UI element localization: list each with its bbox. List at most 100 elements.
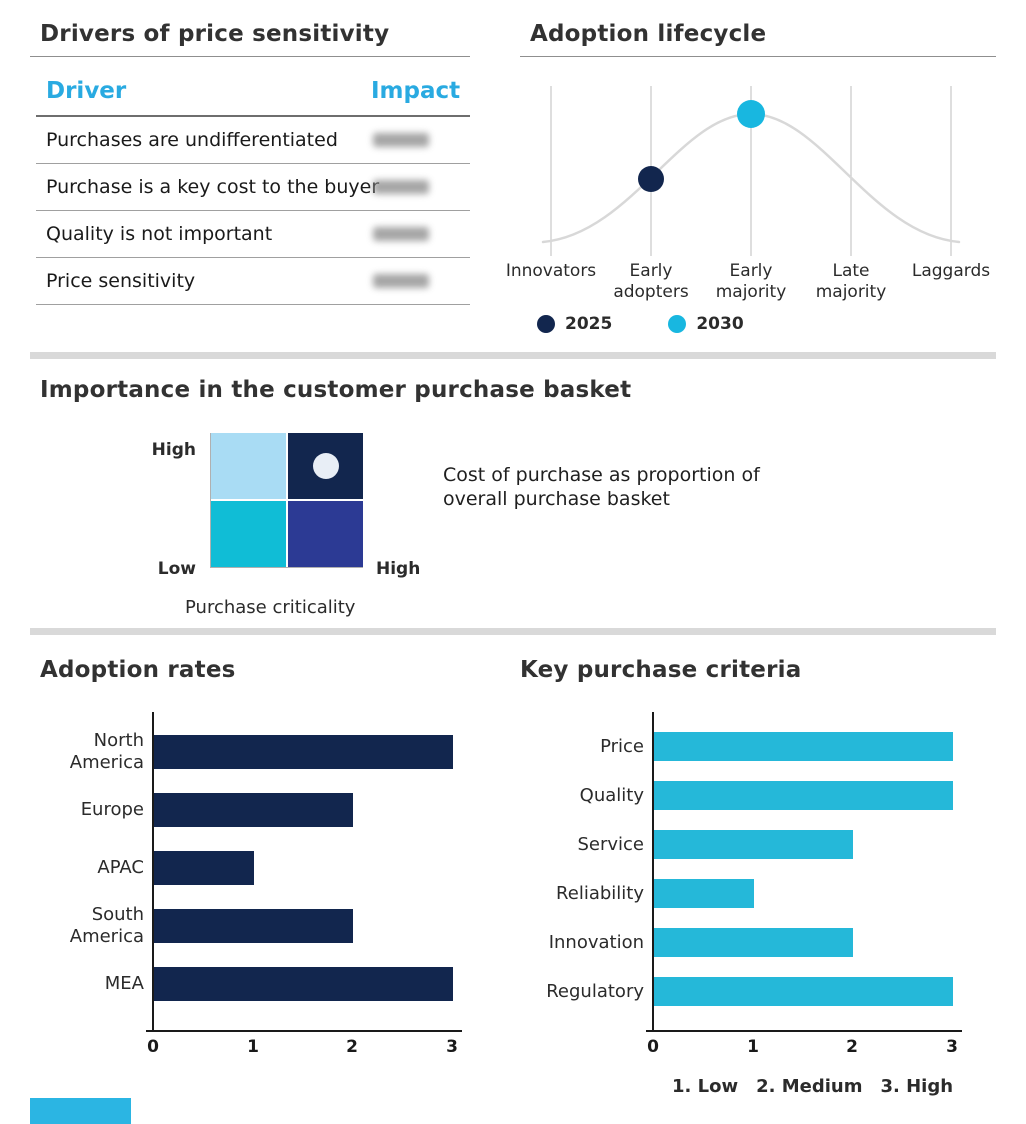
x-axis-line — [646, 1030, 962, 1032]
point-2025 — [638, 166, 664, 192]
bar-track — [654, 732, 953, 761]
column-header-impact: Impact — [371, 78, 461, 104]
bar-track — [154, 735, 453, 769]
bar-label: Europe — [80, 799, 144, 820]
lifecycle-axis-label: Late majority — [815, 261, 887, 302]
lifecycle-chart — [541, 86, 961, 256]
x-tick: 0 — [147, 1037, 159, 1057]
bar-row: North America — [42, 723, 472, 781]
redacted-impact-value — [373, 227, 429, 241]
bar-track — [654, 977, 953, 1006]
matrix-cell-bottom-left — [211, 501, 286, 567]
lifecycle-axis-label: Early adopters — [613, 261, 689, 302]
footnote-item: 2. Medium — [756, 1076, 863, 1097]
x-tick: 2 — [846, 1037, 858, 1057]
adoption-rates-title: Adoption rates — [40, 657, 236, 683]
redacted-impact-value — [373, 133, 429, 147]
table-row: Purchase is a key cost to the buyer — [36, 164, 470, 211]
bar-label: Quality — [579, 784, 644, 806]
bar-track — [154, 909, 453, 943]
bar — [654, 732, 953, 761]
x-axis-title: Purchase criticality — [185, 597, 356, 618]
bar-label: Service — [577, 833, 644, 855]
bar-row: Regulatory — [520, 967, 990, 1016]
bar — [654, 928, 854, 957]
bar-row: Reliability — [520, 869, 990, 918]
bar-rows: Price Quality Service Reliability — [520, 712, 990, 1016]
bar-track — [154, 793, 453, 827]
table-row: Purchases are undifferentiated — [36, 117, 470, 164]
matrix-cell-bottom-right — [288, 501, 363, 567]
bar — [154, 967, 453, 1001]
bar-track — [154, 851, 453, 885]
bar-track — [654, 830, 953, 859]
x-tick: 3 — [446, 1037, 458, 1057]
bar-label: North America — [69, 730, 144, 773]
x-tick: 2 — [346, 1037, 358, 1057]
point-2030 — [737, 100, 765, 128]
bar-row: MEA — [42, 955, 472, 1013]
lifecycle-axis-label: Laggards — [911, 261, 991, 281]
x-tick: 0 — [647, 1037, 659, 1057]
y-axis-high-label: High — [151, 440, 196, 460]
bar-label: APAC — [97, 857, 144, 878]
redacted-impact-value — [373, 274, 429, 288]
y-axis-low-label: Low — [157, 559, 196, 579]
bar — [654, 830, 854, 859]
footnote-item: 1. Low — [672, 1076, 739, 1097]
x-axis-line — [146, 1030, 462, 1032]
driver-cell: Purchase is a key cost to the buyer — [46, 176, 380, 198]
bar-label: Price — [600, 735, 644, 757]
legend-item-2030: 2030 — [668, 314, 744, 334]
matrix-cell-top-left — [211, 433, 286, 499]
y-axis-line — [652, 712, 654, 1031]
bar-label: MEA — [104, 973, 144, 994]
x-tick: 1 — [247, 1037, 259, 1057]
bar-row: Service — [520, 820, 990, 869]
adoption-rates-chart: North America Europe APAC South America — [42, 712, 472, 1057]
bar-row: Quality — [520, 771, 990, 820]
bar-track — [654, 879, 953, 908]
bar-label: Reliability — [556, 882, 644, 904]
bar-track — [154, 967, 453, 1001]
bar — [154, 735, 453, 769]
legend-label: 2030 — [696, 314, 744, 334]
bar-row: APAC — [42, 839, 472, 897]
matrix-cell-top-right — [288, 433, 363, 499]
bar-label: Innovation — [548, 931, 644, 953]
bar-track — [654, 928, 953, 957]
bar-row: Price — [520, 722, 990, 771]
bar — [654, 781, 953, 810]
bar-row: Europe — [42, 781, 472, 839]
lifecycle-title-rule — [520, 56, 996, 57]
section-divider — [30, 628, 996, 635]
key-purchase-criteria-chart: Price Quality Service Reliability — [520, 712, 990, 1057]
basket-annotation: Cost of purchase as proportion of overal… — [443, 464, 760, 510]
navy-dot-icon — [537, 315, 555, 333]
drivers-table-header: Driver Impact — [36, 70, 470, 117]
x-tick: 1 — [747, 1037, 759, 1057]
criteria-title: Key purchase criteria — [520, 657, 802, 683]
cyan-dot-icon — [668, 315, 687, 333]
lifecycle-legend: 2025 2030 — [537, 314, 744, 334]
section-divider — [30, 352, 996, 359]
legend-item-2025: 2025 — [537, 314, 612, 334]
matrix-marker-dot — [312, 453, 339, 479]
table-row: Price sensitivity — [36, 258, 470, 305]
y-axis-line — [152, 712, 154, 1031]
bar-row: South America — [42, 897, 472, 955]
bar-row: Innovation — [520, 918, 990, 967]
purchase-basket-matrix — [210, 433, 363, 568]
driver-cell: Quality is not important — [46, 223, 273, 245]
column-header-driver: Driver — [46, 78, 127, 104]
lifecycle-axis-label: Early majority — [715, 261, 787, 302]
bar — [654, 977, 953, 1006]
lifecycle-axis-label: Innovators — [505, 261, 597, 281]
footnote-item: 3. High — [880, 1076, 954, 1097]
bar-label: South America — [69, 904, 144, 947]
bar — [154, 851, 254, 885]
basket-title: Importance in the customer purchase bask… — [40, 377, 632, 403]
bar-track — [654, 781, 953, 810]
bar — [154, 909, 354, 943]
